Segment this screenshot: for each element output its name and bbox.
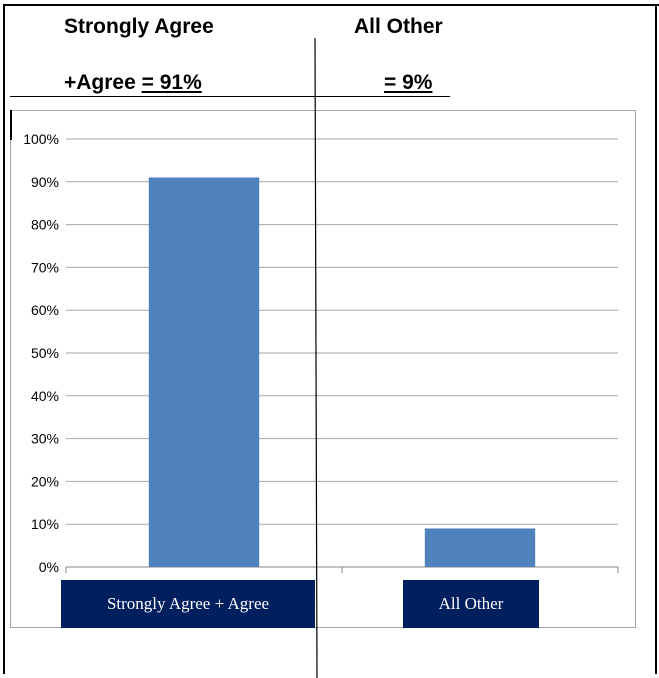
vertical-divider-line <box>314 38 318 678</box>
y-tick-label: 20% <box>31 473 59 489</box>
y-tick-label: 100% <box>23 131 59 147</box>
y-tick-label: 70% <box>31 259 59 275</box>
y-tick-label: 30% <box>31 431 59 447</box>
category-label-agree: Strongly Agree + Agree <box>61 580 315 628</box>
chart-box-tick <box>10 110 12 140</box>
frame-top-border <box>3 4 659 6</box>
header-rule <box>10 96 450 97</box>
bar-other <box>424 528 536 567</box>
y-tick-label: 0% <box>39 559 59 575</box>
bar-agree <box>148 177 260 567</box>
header-right-value: = 9% <box>384 71 433 94</box>
header-left-line1: Strongly Agree <box>64 15 214 38</box>
y-tick-label: 10% <box>31 516 59 532</box>
frame-right-border <box>655 4 657 674</box>
header-left-prefix: +Agree <box>64 71 142 94</box>
y-tick-label: 50% <box>31 345 59 361</box>
y-tick-label: 40% <box>31 388 59 404</box>
header-right-line1: All Other <box>354 15 443 38</box>
category-label-other: All Other <box>403 580 539 628</box>
header-left-value: = 91% <box>141 71 202 94</box>
frame-left-border <box>3 4 5 674</box>
y-tick-label: 60% <box>31 302 59 318</box>
y-tick-label: 90% <box>31 174 59 190</box>
y-tick-label: 80% <box>31 217 59 233</box>
header-left-line2: +Agree = 91% <box>64 71 202 95</box>
